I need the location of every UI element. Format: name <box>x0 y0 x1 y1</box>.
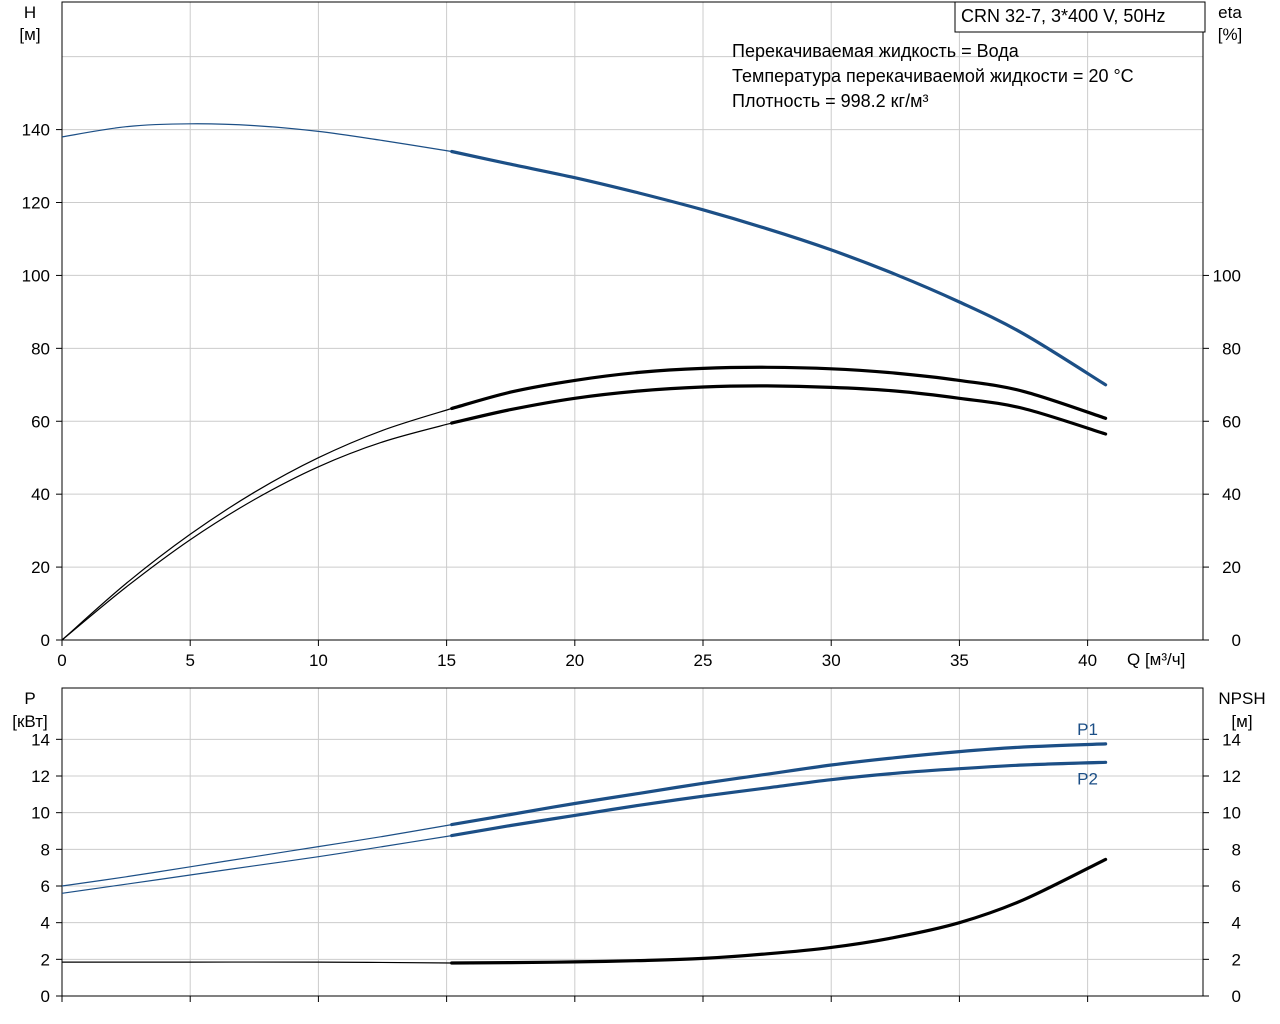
x-tick-label: 0 <box>57 651 66 670</box>
y-right-tick-label: 100 <box>1213 266 1241 285</box>
x-tick-label: 30 <box>822 651 841 670</box>
y-right-tick-label: 20 <box>1222 558 1241 577</box>
y-right-tick-label: 80 <box>1222 339 1241 358</box>
y-left-tick-label: 10 <box>31 804 50 823</box>
y-left-tick-label: 140 <box>22 121 50 140</box>
y-right-tick-label: 8 <box>1232 840 1241 859</box>
y-right-tick-label: 4 <box>1232 914 1241 933</box>
y-right-tick-label: 60 <box>1222 412 1241 431</box>
y-right-tick-label: 14 <box>1222 730 1241 749</box>
y-right-tick-label: 0 <box>1232 631 1241 650</box>
plot-frame <box>61 687 1204 997</box>
x-tick-label: 10 <box>309 651 328 670</box>
density-info: Плотность = 998.2 кг/м³ <box>732 91 928 111</box>
power-npsh-panel: 0 2 4 6 8 10 12 14 0 2 4 6 8 10 12 14 P [кВт] NPSH [м] P1 P2 <box>12 687 1266 1006</box>
y-right-tick-label: 10 <box>1222 804 1241 823</box>
y-left-tick-label: 0 <box>41 631 50 650</box>
x-tick-label: 35 <box>950 651 969 670</box>
head-curve-thin <box>61 123 452 153</box>
y-left-tick-label: 60 <box>31 412 50 431</box>
y-left-tick-label: 20 <box>31 558 50 577</box>
p2-curve-bold <box>450 760 1108 838</box>
y-left-tick-label: 14 <box>31 730 50 749</box>
y-right-tick-label: 40 <box>1222 485 1241 504</box>
temperature-info: Температура перекачиваемой жидкости = 20… <box>732 66 1134 86</box>
y-left-tick-label: 2 <box>41 950 50 969</box>
npsh-curve-thin <box>62 961 452 964</box>
y-left-tick-label: 40 <box>31 485 50 504</box>
y-left-tick-label: 6 <box>41 877 50 896</box>
p2-curve-thin <box>61 835 452 894</box>
efficiency-1-curve-bold <box>450 365 1108 420</box>
y-left-axis-unit: [кВт] <box>12 712 47 731</box>
y-left-axis-title: P <box>24 689 35 708</box>
y-left-tick-label: 4 <box>41 914 50 933</box>
head-curve-bold <box>450 149 1108 387</box>
x-tick-label: 15 <box>437 651 456 670</box>
head-efficiency-panel: 0 20 40 60 80 100 120 140 0 20 40 60 80 100 0 5 10 15 20 25… <box>19 1 1243 670</box>
fluid-info: Перекачиваемая жидкость = Вода <box>732 41 1020 61</box>
efficiency-2-curve-thin <box>61 422 452 641</box>
y-right-tick-label: 12 <box>1222 767 1241 786</box>
y-left-tick-label: 120 <box>22 194 50 213</box>
y-right-axis-title: NPSH <box>1218 689 1265 708</box>
y-left-tick-label: 80 <box>31 339 50 358</box>
p1-curve-bold <box>450 742 1108 827</box>
x-tick-label: 40 <box>1078 651 1097 670</box>
y-left-tick-label: 8 <box>41 840 50 859</box>
y-right-axis-title: eta <box>1218 3 1242 22</box>
y-right-tick-label: 0 <box>1232 987 1241 1006</box>
y-right-tick-label: 2 <box>1232 950 1241 969</box>
plot-frame <box>61 1 1204 641</box>
y-right-tick-label: 6 <box>1232 877 1241 896</box>
series-label-p1: P1 <box>1077 720 1098 739</box>
y-left-axis-unit: [м] <box>19 25 40 44</box>
x-tick-label: 20 <box>565 651 584 670</box>
x-axis-title: Q [м³/ч] <box>1127 650 1185 669</box>
chart-title: CRN 32-7, 3*400 V, 50Hz <box>961 6 1165 26</box>
y-left-tick-label: 100 <box>22 266 50 285</box>
y-right-axis-unit: [м] <box>1231 712 1252 731</box>
y-left-tick-label: 12 <box>31 767 50 786</box>
npsh-curve-bold <box>450 857 1108 965</box>
x-tick-label: 25 <box>694 651 713 670</box>
efficiency-2-curve-bold <box>450 384 1108 436</box>
efficiency-1-curve-thin <box>61 407 452 641</box>
title-box <box>954 1 1206 33</box>
x-tick-label: 5 <box>185 651 194 670</box>
y-right-axis-unit: [%] <box>1218 25 1243 44</box>
y-left-axis-title: H <box>24 3 36 22</box>
y-left-tick-label: 0 <box>41 987 50 1006</box>
p1-curve-thin <box>61 824 452 887</box>
series-label-p2: P2 <box>1077 769 1098 788</box>
